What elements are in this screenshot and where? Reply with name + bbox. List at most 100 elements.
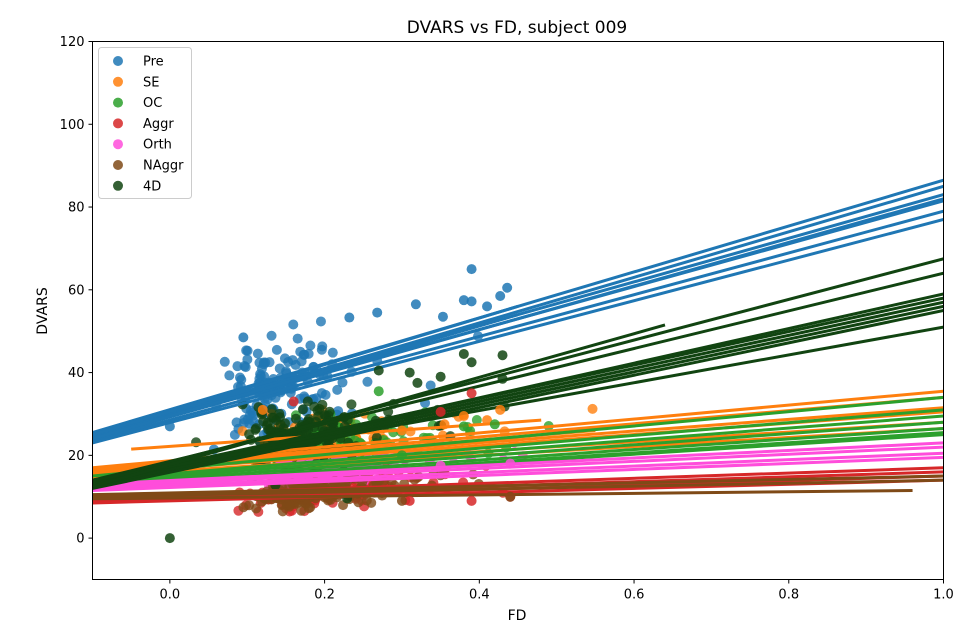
x-tick-label: 1.0: [933, 588, 954, 603]
y-tick-label: 40: [68, 366, 85, 381]
scatter-point: [239, 414, 250, 425]
fit-line: [92, 313, 519, 441]
scatter-point: [396, 450, 407, 461]
y-axis-ticks: 0 20 40 60 80 100 120: [60, 35, 93, 547]
scatter-point: [296, 505, 307, 516]
x-tick-label: 0.0: [160, 588, 181, 603]
scatter-point: [324, 406, 335, 417]
legend-marker: [113, 76, 123, 87]
scatter-point: [425, 380, 436, 391]
fit-line: [92, 209, 944, 443]
scatter-point: [279, 418, 290, 429]
fit-line: [92, 420, 944, 486]
scatter-point: [305, 502, 316, 513]
scatter-point: [238, 332, 249, 343]
legend: Pre SE OC Aggr Orth NAggr 4D: [98, 47, 192, 199]
scatter-point: [435, 460, 446, 471]
scatter-point: [482, 415, 493, 426]
scatter-point: [290, 359, 301, 370]
plot-area: [92, 178, 944, 544]
fit-line: [92, 296, 944, 484]
scatter-point: [327, 347, 338, 358]
fit-line: [92, 408, 944, 482]
scatter-point: [292, 333, 303, 344]
scatter-point: [219, 356, 230, 367]
fit-line: [92, 218, 944, 445]
scatter-point: [274, 363, 285, 374]
fit-line: [92, 441, 944, 486]
scatter-point: [404, 495, 415, 506]
scatter-point: [502, 282, 513, 293]
scatter-point: [466, 388, 477, 399]
scatter-point: [346, 399, 357, 410]
scatter-point: [505, 491, 516, 502]
scatter-point: [587, 403, 598, 414]
scatter-point: [224, 370, 235, 381]
scatter-point: [258, 359, 269, 370]
scatter-point: [315, 316, 326, 327]
scatter-point: [373, 386, 384, 397]
fit-line: [92, 309, 944, 490]
scatter-point: [251, 423, 262, 434]
scatter-point: [410, 299, 421, 310]
legend-marker: [113, 139, 123, 150]
scatter-point: [164, 533, 175, 544]
scatter-point: [495, 291, 506, 302]
x-axis-ticks: 0.0 0.2 0.4 0.6 0.8 1.0: [160, 579, 954, 603]
scatter-point: [497, 373, 508, 384]
fit-line: [92, 445, 944, 488]
scatter-point: [372, 307, 383, 318]
scatter-point: [266, 330, 277, 341]
scatter-point: [435, 371, 446, 382]
fit-line: [92, 395, 944, 478]
fit-line: [92, 304, 944, 488]
scatter-point: [248, 410, 259, 421]
y-tick-label: 0: [76, 532, 84, 547]
x-tick-label: 0.4: [469, 588, 490, 603]
outlier-points-layer: [164, 264, 516, 544]
scatter-point: [412, 377, 423, 388]
legend-label: SE: [143, 75, 159, 90]
scatter-point: [458, 295, 469, 306]
fit-line: [92, 323, 666, 488]
scatter-point: [234, 372, 245, 383]
scatter-point: [337, 377, 348, 388]
y-axis-label: DVARS: [35, 287, 51, 335]
scatter-point: [240, 362, 251, 373]
scatter-point: [505, 458, 516, 469]
scatter-point: [362, 376, 373, 387]
x-tick-label: 0.6: [624, 588, 645, 603]
scatter-point: [241, 345, 252, 356]
fit-line: [92, 455, 944, 493]
scatter-point: [299, 349, 310, 360]
scatter-point: [437, 311, 448, 322]
fit-line: [92, 489, 913, 501]
scatter-point: [317, 399, 328, 410]
fit-line: [92, 414, 944, 484]
fit-line: [92, 474, 944, 497]
legend-marker: [113, 180, 123, 191]
legend-label: Orth: [143, 138, 172, 153]
scatter-point: [244, 500, 255, 511]
legend-label: Pre: [143, 55, 164, 70]
legend-marker: [113, 118, 123, 129]
fit-line: [92, 325, 944, 482]
y-tick-label: 60: [68, 283, 85, 298]
scatter-point: [458, 421, 469, 432]
scatter-point: [305, 340, 316, 351]
y-tick-label: 80: [68, 201, 85, 216]
scatter-point: [396, 495, 407, 506]
scatter-point: [290, 413, 301, 424]
scatter-point: [266, 404, 277, 415]
scatter-point: [373, 365, 384, 376]
legend-label: Aggr: [143, 117, 174, 132]
legend-label: 4D: [143, 179, 161, 194]
fit-line: [92, 304, 519, 437]
scatter-point: [332, 384, 343, 395]
scatter-point: [288, 319, 299, 330]
scatter-point: [288, 396, 299, 407]
x-tick-label: 0.8: [778, 588, 799, 603]
legend-label: OC: [143, 96, 162, 111]
fit-lines-layer: [92, 178, 944, 505]
